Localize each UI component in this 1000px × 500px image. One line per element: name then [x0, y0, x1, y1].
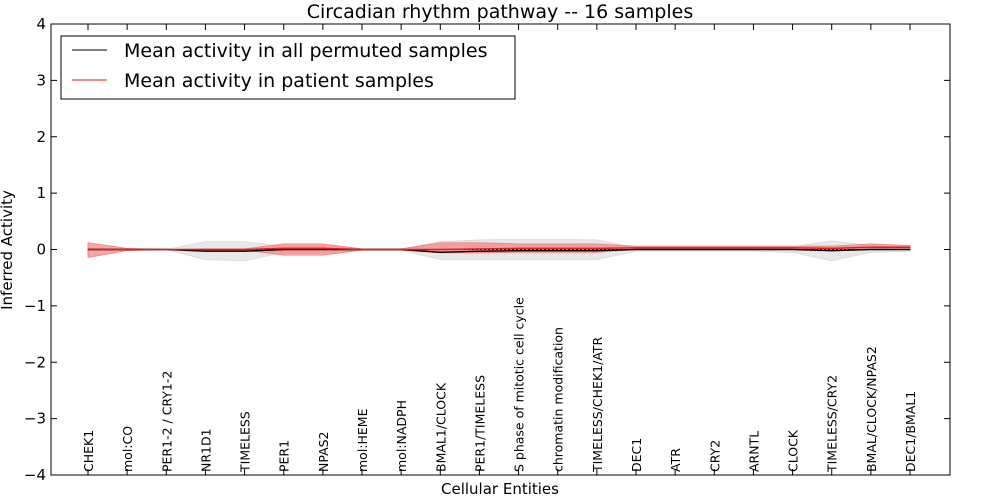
y-tick-label: 0 [36, 241, 46, 259]
point-series-0-13 [596, 250, 598, 252]
point-series-1-6 [322, 247, 324, 249]
point-series-0-10 [478, 250, 481, 252]
x-category-label: CHEK1 [81, 430, 96, 472]
x-category-label: chromatin modification [551, 327, 566, 472]
point-series-1-5 [283, 247, 285, 249]
point-series-1-17 [752, 247, 755, 249]
point-series-1-10 [478, 248, 481, 250]
point-series-0-12 [557, 250, 559, 252]
point-series-0-16 [713, 248, 715, 251]
point-series-1-0 [87, 248, 89, 251]
x-category-label: TIMELESS/CHEK1/ATR [590, 336, 605, 473]
point-series-1-16 [713, 247, 715, 249]
point-series-1-14 [635, 247, 637, 249]
point-series-1-7 [361, 248, 363, 251]
x-axis-ticks: CHEK1 mol:CO PER1-2 / CRY1-2 NR1D1 TIMELESS P… [81, 24, 918, 475]
x-category-label: BMAL1/CLOCK [433, 382, 448, 472]
point-series-1-12 [557, 247, 559, 249]
point-series-0-11 [517, 250, 520, 252]
y-axis-label: Inferred Activity [0, 190, 16, 310]
point-series-0-3 [204, 250, 207, 252]
y-tick-label: 1 [36, 184, 46, 202]
point-series-1-8 [400, 248, 402, 251]
point-series-0-18 [791, 248, 794, 251]
x-category-label: TIMELESS/CRY2 [825, 375, 840, 473]
point-series-1-15 [674, 247, 676, 249]
point-series-1-2 [165, 248, 167, 251]
point-series-1-4 [243, 248, 246, 251]
y-tick-label: 2 [36, 128, 46, 146]
point-series-0-4 [243, 250, 246, 252]
legend-box [60, 35, 516, 100]
y-axis-ticks: 4 3 2 1 0 −1 −2 −3 −4 [24, 15, 950, 484]
x-category-label: CRY2 [707, 440, 722, 472]
point-series-0-6 [322, 248, 324, 251]
x-category-label: ATR [668, 448, 683, 472]
point-series-1-13 [596, 247, 598, 249]
x-axis-label: Cellular Entities [441, 480, 559, 498]
point-series-1-20 [870, 246, 872, 248]
x-category-label: TIMELESS [238, 411, 253, 473]
line-series-1 [88, 246, 910, 251]
line-series-0 [88, 248, 910, 254]
point-series-0-14 [635, 248, 637, 251]
point-series-0-15 [674, 248, 676, 251]
x-category-label: DEC1/BMAL1 [903, 391, 918, 472]
point-series-1-18 [791, 247, 794, 249]
y-tick-label: −3 [24, 410, 46, 428]
y-tick-label: 4 [36, 15, 46, 33]
x-category-label: BMAL/CLOCK/NPAS2 [864, 346, 879, 472]
y-tick-label: −1 [24, 297, 46, 315]
point-series-1-1 [126, 248, 128, 251]
legend-label-patient: Mean activity in patient samples [124, 70, 434, 92]
point-series-1-3 [204, 248, 207, 251]
legend-label-permuted: Mean activity in all permuted samples [124, 40, 487, 62]
point-series-1-21 [909, 246, 911, 248]
x-category-label: CLOCK [786, 429, 801, 472]
x-category-label: mol:NADPH [394, 400, 409, 472]
legend: Mean activity in all permuted samples Me… [60, 35, 516, 100]
x-category-label: PER1/TIMELESS [472, 375, 487, 472]
y-tick-label: −4 [24, 466, 46, 484]
y-tick-label: −2 [24, 353, 46, 371]
x-category-label: NPAS2 [316, 431, 331, 472]
point-series-1-19 [831, 247, 833, 249]
series-lines [87, 246, 911, 254]
point-series-0-20 [870, 248, 872, 251]
x-category-label: mol:HEME [355, 408, 370, 472]
point-series-0-17 [752, 248, 755, 251]
chart-title: Circadian rhythm pathway -- 16 samples [307, 1, 694, 23]
x-category-label: PER1 [277, 440, 292, 472]
point-series-0-21 [909, 248, 911, 251]
x-category-label: NR1D1 [198, 428, 213, 472]
x-category-label: mol:CO [120, 426, 135, 472]
point-series-0-9 [439, 251, 441, 253]
point-series-0-5 [283, 248, 285, 251]
point-series-1-9 [439, 248, 441, 251]
x-category-label: S phase of mitotic cell cycle [512, 297, 527, 472]
x-category-label: ARNTL [746, 431, 761, 472]
x-category-label: DEC1 [629, 438, 644, 472]
point-series-0-19 [831, 250, 833, 252]
x-category-label: PER1-2 / CRY1-2 [159, 371, 174, 472]
point-series-1-11 [517, 247, 520, 249]
y-tick-label: 3 [36, 71, 46, 89]
